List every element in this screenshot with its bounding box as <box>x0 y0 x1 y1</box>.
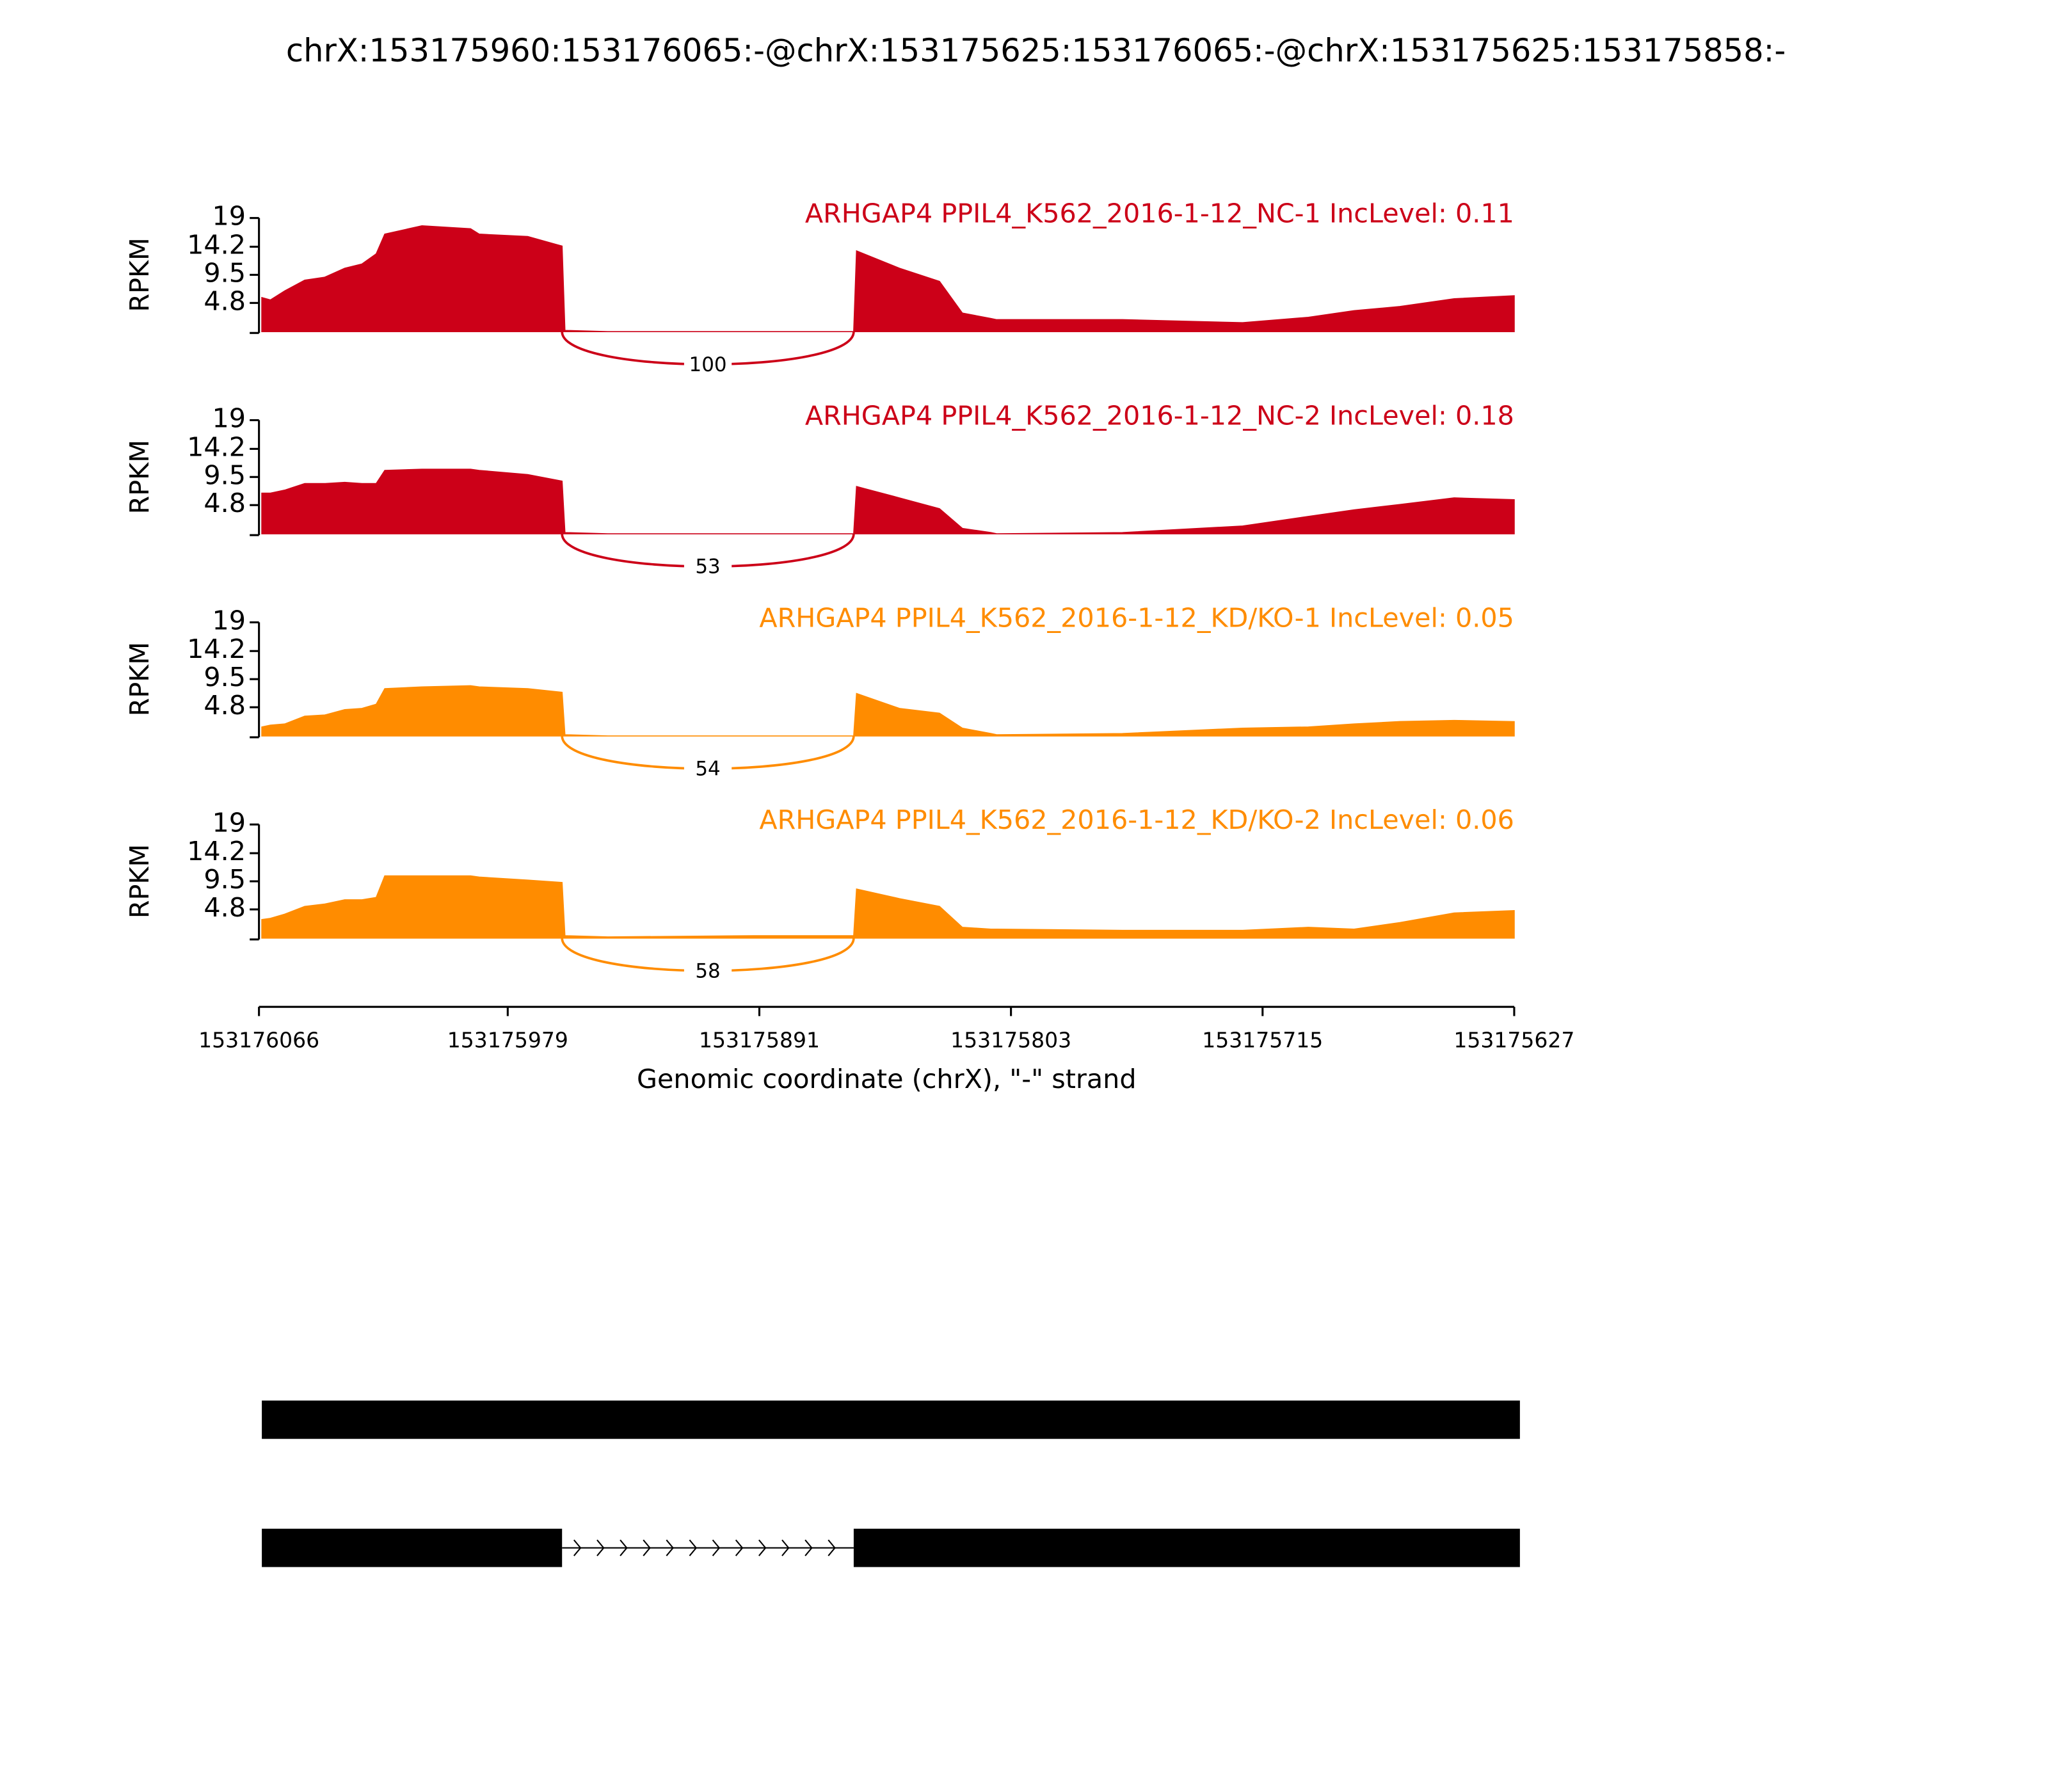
track-title: ARHGAP4 PPIL4_K562_2016-1-12_KD/KO-1 Inc… <box>759 602 1514 633</box>
y-axis-label: RPKM <box>124 237 155 312</box>
exon <box>262 1400 1520 1439</box>
track-title: ARHGAP4 PPIL4_K562_2016-1-12_KD/KO-2 Inc… <box>759 804 1514 835</box>
strand-chevron <box>596 1539 605 1556</box>
y-tick-label: 14.2 <box>187 836 246 867</box>
y-tick-label: 4.8 <box>204 892 246 923</box>
y-tick-label: 9.5 <box>204 460 246 490</box>
junction-label: 54 <box>695 758 720 781</box>
strand-chevron <box>781 1539 790 1556</box>
y-axis-label: RPKM <box>124 440 155 514</box>
y-tick-label: 9.5 <box>204 662 246 692</box>
strand-chevron <box>712 1539 721 1556</box>
strand-chevron <box>573 1539 582 1556</box>
y-tick-label: 19 <box>212 807 246 838</box>
y-tick-label: 14.2 <box>187 634 246 664</box>
coverage-area <box>261 225 1515 333</box>
strand-chevron <box>804 1539 813 1556</box>
junction-label-bg <box>684 959 732 983</box>
exon <box>262 1528 563 1567</box>
y-tick-label: 14.2 <box>187 229 246 260</box>
x-tick-label: 153175891 <box>699 1027 820 1052</box>
strand-chevron <box>620 1539 628 1556</box>
junction-label: 53 <box>695 556 720 579</box>
y-tick-label: 4.8 <box>204 285 246 316</box>
strand-chevron <box>643 1539 651 1556</box>
x-tick-label: 153175627 <box>1453 1027 1574 1052</box>
y-tick-label: 19 <box>212 605 246 636</box>
y-tick-label: 9.5 <box>204 864 246 895</box>
strand-chevron <box>828 1539 836 1556</box>
y-axis-label: RPKM <box>124 844 155 918</box>
coverage-area <box>261 875 1515 939</box>
junction-label: 100 <box>689 353 727 376</box>
y-tick-label: 19 <box>212 403 246 434</box>
strand-chevron <box>689 1539 698 1556</box>
x-tick-label: 153175979 <box>447 1027 568 1052</box>
y-tick-label: 19 <box>212 201 246 232</box>
junction-label-bg <box>684 756 732 781</box>
coverage-area <box>261 685 1515 737</box>
track-title: ARHGAP4 PPIL4_K562_2016-1-12_NC-2 IncLev… <box>805 400 1514 431</box>
y-tick-label: 9.5 <box>204 257 246 288</box>
y-tick-label: 4.8 <box>204 690 246 721</box>
x-tick-label: 153175803 <box>950 1027 1071 1052</box>
strand-chevron <box>735 1539 744 1556</box>
junction-label-bg <box>684 554 732 579</box>
track-title: ARHGAP4 PPIL4_K562_2016-1-12_NC-1 IncLev… <box>805 198 1514 229</box>
x-tick-label: 153176066 <box>198 1027 319 1052</box>
x-axis-label: Genomic coordinate (chrX), "-" strand <box>637 1064 1137 1094</box>
strand-chevron <box>758 1539 767 1556</box>
junction-label: 58 <box>695 959 720 982</box>
y-tick-label: 4.8 <box>204 488 246 518</box>
strand-chevron <box>666 1539 674 1556</box>
coverage-area <box>261 468 1515 534</box>
y-axis-label: RPKM <box>124 642 155 716</box>
x-tick-label: 153175715 <box>1202 1027 1323 1052</box>
y-tick-label: 14.2 <box>187 431 246 462</box>
junction-label-bg <box>684 352 732 376</box>
exon <box>853 1528 1520 1567</box>
figure-title: chrX:153175960:153176065:-@chrX:15317562… <box>286 32 1786 69</box>
